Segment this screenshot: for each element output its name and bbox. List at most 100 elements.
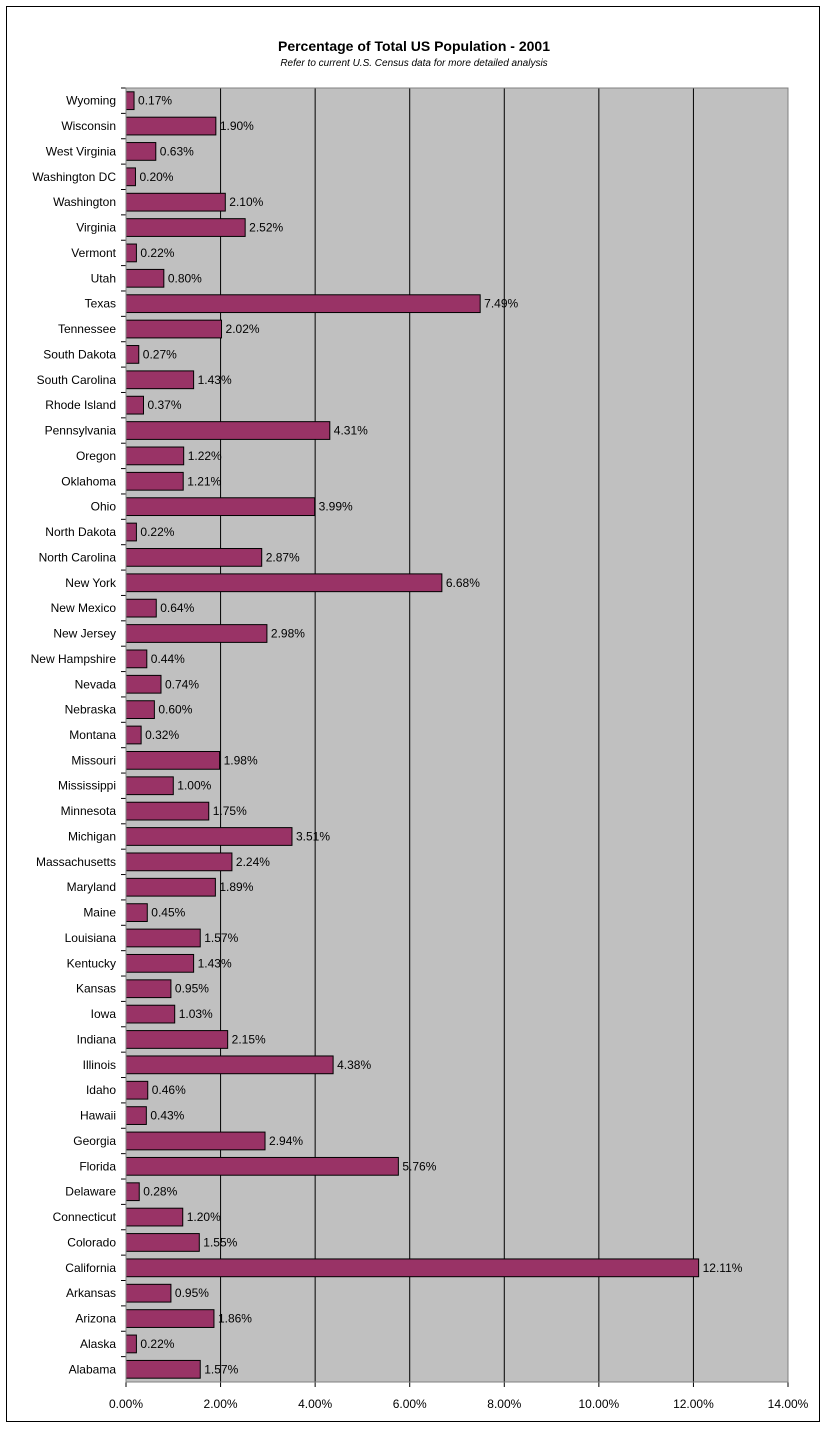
- data-label: 0.37%: [147, 398, 181, 412]
- data-label: 0.74%: [165, 677, 199, 691]
- category-label: Missouri: [71, 753, 116, 767]
- category-label: Nebraska: [65, 703, 117, 717]
- x-tick-label: 6.00%: [393, 1397, 427, 1411]
- data-label: 0.22%: [140, 1337, 174, 1351]
- category-label: South Carolina: [37, 373, 117, 387]
- category-label: Colorado: [67, 1235, 116, 1249]
- category-label: Alaska: [80, 1337, 116, 1351]
- bar: [125, 801, 210, 821]
- category-label: Kansas: [76, 982, 116, 996]
- data-label: 1.00%: [177, 779, 211, 793]
- category-label: Georgia: [73, 1134, 116, 1148]
- x-tick-label: 14.00%: [768, 1397, 809, 1411]
- bar: [125, 471, 184, 491]
- category-label: Wyoming: [66, 94, 116, 108]
- category-label: South Dakota: [43, 347, 116, 361]
- bar: [125, 116, 217, 136]
- data-label: 2.87%: [266, 550, 300, 564]
- data-label: 2.98%: [271, 627, 305, 641]
- bar: [125, 1258, 700, 1278]
- category-label: Washington DC: [32, 170, 116, 184]
- bar: [125, 1131, 266, 1151]
- bar: [125, 852, 233, 872]
- bar: [125, 624, 268, 643]
- data-label: 2.02%: [226, 322, 260, 336]
- data-label: 7.49%: [484, 297, 518, 311]
- data-label: 6.68%: [446, 576, 480, 590]
- bar: [125, 1359, 201, 1379]
- bar: [125, 1055, 334, 1075]
- data-label: 1.89%: [219, 880, 253, 894]
- category-label: North Carolina: [39, 550, 117, 564]
- bar: [125, 1004, 176, 1024]
- x-tick-label: 10.00%: [579, 1397, 620, 1411]
- category-label: Montana: [69, 728, 116, 742]
- bar: [125, 953, 195, 973]
- data-label: 3.51%: [296, 829, 330, 843]
- data-label: 1.55%: [203, 1235, 237, 1249]
- plot-border: [125, 87, 789, 1383]
- bar: [125, 598, 157, 618]
- data-label: 5.76%: [402, 1159, 436, 1173]
- category-label: Pennsylvania: [45, 424, 117, 438]
- data-label: 0.22%: [140, 246, 174, 260]
- bar: [125, 827, 293, 846]
- bar: [125, 1283, 172, 1303]
- data-label: 1.43%: [198, 956, 232, 970]
- bar: [125, 142, 157, 161]
- data-label: 2.10%: [229, 195, 263, 209]
- category-label: Florida: [79, 1159, 116, 1173]
- bar: [125, 167, 136, 187]
- bar: [125, 294, 481, 314]
- category-label: Arizona: [75, 1312, 116, 1326]
- bar: [125, 649, 148, 669]
- category-label: California: [65, 1261, 116, 1275]
- bar: [125, 928, 201, 948]
- plot-area: [126, 88, 788, 1382]
- bar: [125, 522, 137, 542]
- chart-subtitle: Refer to current U.S. Census data for mo…: [280, 58, 548, 69]
- category-label: New Mexico: [51, 601, 117, 615]
- data-label: 0.95%: [175, 1286, 209, 1300]
- bar: [125, 1182, 140, 1202]
- bar: [125, 268, 165, 288]
- data-label: 1.90%: [220, 119, 254, 133]
- bar: [125, 1334, 137, 1354]
- category-label: Oklahoma: [61, 474, 116, 488]
- category-label: Vermont: [71, 246, 116, 260]
- data-label: 0.44%: [151, 652, 185, 666]
- bar: [125, 345, 140, 364]
- bar: [125, 674, 162, 694]
- bar: [125, 776, 174, 796]
- bar: [125, 192, 226, 212]
- data-label: 1.57%: [204, 1362, 238, 1376]
- data-label: 0.45%: [151, 906, 185, 920]
- x-tick-label: 0.00%: [109, 1397, 143, 1411]
- bar: [125, 370, 195, 390]
- category-label: West Virginia: [46, 144, 117, 158]
- bar: [125, 218, 246, 237]
- data-label: 0.20%: [139, 170, 173, 184]
- category-label: Arkansas: [66, 1286, 116, 1300]
- category-label: Nevada: [75, 677, 117, 691]
- bar: [125, 903, 148, 922]
- bar: [125, 725, 142, 745]
- category-label: Texas: [85, 297, 116, 311]
- x-tick-label: 8.00%: [487, 1397, 521, 1411]
- bar: [125, 497, 316, 517]
- category-label: Wisconsin: [61, 119, 116, 133]
- bar: [125, 91, 135, 111]
- bar: [125, 421, 331, 440]
- category-label: New York: [65, 576, 117, 590]
- data-label: 12.11%: [703, 1261, 743, 1275]
- x-tick-label: 2.00%: [204, 1397, 238, 1411]
- data-label: 1.43%: [198, 373, 232, 387]
- bar: [125, 1309, 215, 1328]
- category-label: New Jersey: [53, 627, 116, 641]
- data-label: 1.57%: [204, 931, 238, 945]
- category-label: Indiana: [77, 1032, 117, 1046]
- data-label: 0.17%: [138, 94, 172, 108]
- category-label: Maine: [83, 906, 116, 920]
- data-label: 1.20%: [187, 1210, 221, 1224]
